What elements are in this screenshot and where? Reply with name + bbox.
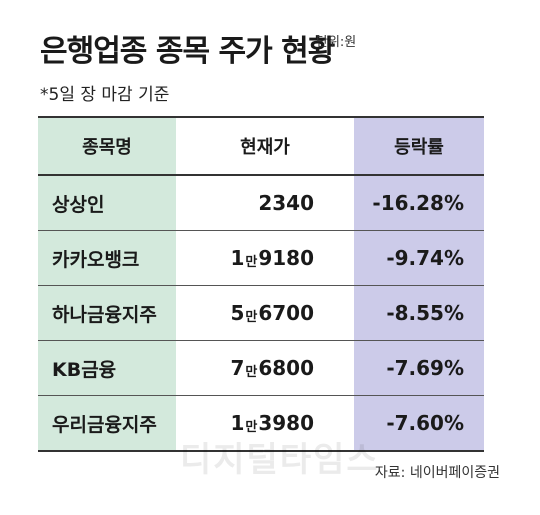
stock-change: -8.55%	[354, 286, 484, 340]
price-man-value: 1	[230, 411, 245, 435]
price-man-value: 7	[230, 356, 245, 380]
price-value: 2340	[258, 191, 314, 215]
stock-change: -9.74%	[354, 231, 484, 285]
stock-change: -7.69%	[354, 341, 484, 395]
table-row: 상상인 2340 -16.28%	[38, 176, 484, 231]
page-title: 은행업종 종목 주가 현황	[40, 34, 335, 69]
stock-price: 1 만 9180	[186, 231, 344, 285]
price-value: 9180	[258, 246, 314, 270]
stock-price: 5 만 6700	[186, 286, 344, 340]
stock-price: 7 만 6800	[186, 341, 344, 395]
table-row: KB금융 7 만 6800 -7.69%	[38, 341, 484, 396]
price-man-value: 1	[230, 246, 245, 270]
stock-change: -7.60%	[354, 396, 484, 450]
watermark: 디지털타임스	[180, 440, 380, 480]
stock-name: KB금융	[38, 341, 176, 395]
table-row: 카카오뱅크 1 만 9180 -9.74%	[38, 231, 484, 286]
stock-table: 종목명 현재가 등락률 상상인 2340 -16.28% 카카오뱅크 1 만 918…	[38, 116, 484, 452]
stock-name: 상상인	[38, 176, 176, 230]
man-unit: 만	[245, 254, 258, 270]
man-unit: 만	[245, 309, 258, 325]
header-price: 현재가	[240, 137, 290, 158]
unit-label: 단위:원	[316, 35, 357, 50]
table-row: 하나금융지주 5 만 6700 -8.55%	[38, 286, 484, 341]
man-unit: 만	[245, 419, 258, 435]
stock-price: 2340	[186, 176, 344, 230]
table-row: 우리금융지주 1 만 3980 -7.60%	[38, 396, 484, 452]
header-change: 등락률	[354, 118, 484, 174]
source-label: 자료: 네이버페이증권	[374, 465, 500, 481]
stock-price: 1 만 3980	[186, 396, 344, 450]
stock-change: -16.28%	[354, 176, 484, 230]
stock-name: 카카오뱅크	[38, 231, 176, 285]
table-header: 종목명 현재가 등락률	[38, 116, 484, 176]
stock-name: 우리금융지주	[38, 396, 176, 450]
header-name: 종목명	[38, 118, 176, 174]
price-value: 6700	[258, 301, 314, 325]
man-unit: 만	[245, 364, 258, 380]
price-value: 3980	[258, 411, 314, 435]
stock-name: 하나금융지주	[38, 286, 176, 340]
price-man-value: 5	[230, 301, 245, 325]
subtitle: *5일 장 마감 기준	[40, 85, 170, 105]
price-value: 6800	[258, 356, 314, 380]
